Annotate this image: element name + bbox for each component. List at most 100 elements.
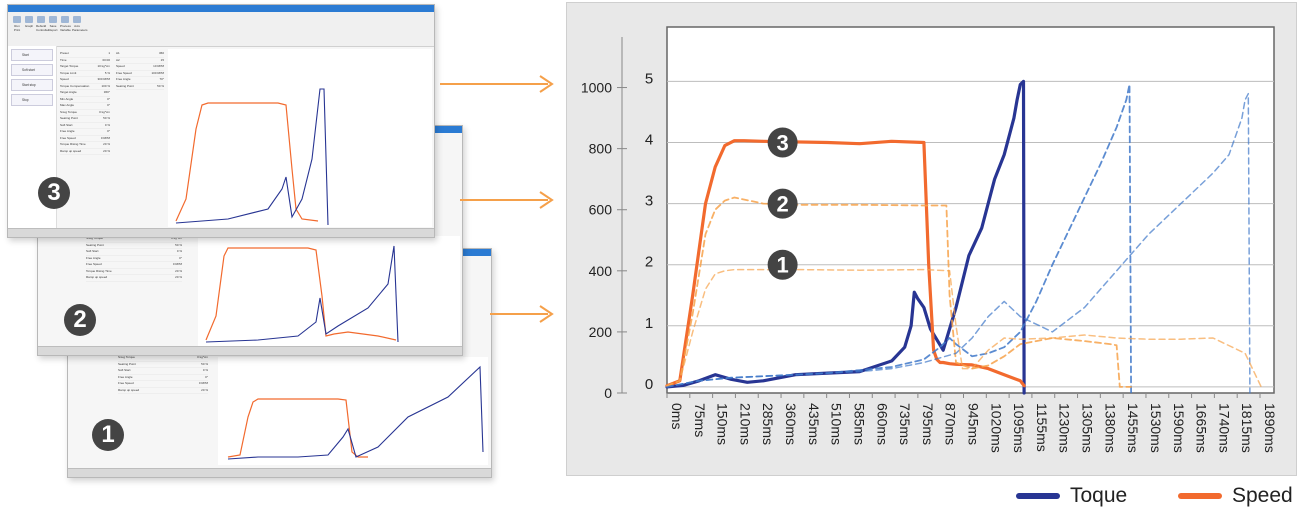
ribbon-button[interactable]: Rebuild Controller (36, 16, 49, 32)
row-label: Soft Start (118, 368, 131, 372)
table-row: A1 360 (116, 51, 164, 58)
x-tick-label: 435ms (806, 403, 822, 445)
table-row: Free Angle 0° (118, 374, 208, 381)
row-value: 0 RPM (100, 135, 110, 140)
table-row: Snug Torque 0 kg*cm (118, 355, 208, 362)
status-bar (38, 346, 462, 355)
curve-badge-2: 2 (64, 304, 96, 336)
row-value: 0° (107, 96, 110, 101)
y-right-tick-label: 1 (645, 315, 653, 332)
window-plot (198, 236, 460, 348)
row-value: 100 RPM (151, 70, 164, 75)
row-value: 20 % (103, 148, 110, 153)
row-label: Free Angle (60, 129, 75, 133)
control-button[interactable]: Stop (11, 94, 53, 106)
row-value: 10 RPM (153, 64, 164, 68)
series-toque-curve-1 (666, 92, 1251, 394)
x-tick-label: 660ms (874, 403, 890, 445)
table-row: Free Speed 0 RPM (86, 262, 182, 269)
row-value: 15 (160, 57, 164, 62)
row-value: 50 % (201, 361, 208, 366)
x-tick-label: 735ms (897, 403, 913, 445)
torque-curve (175, 88, 329, 226)
row-label: Free Angle (86, 255, 101, 260)
ribbon-icon (13, 16, 21, 23)
row-value: 1 (108, 51, 110, 55)
row-value: 20 % (175, 268, 182, 273)
arrow-icon (440, 75, 554, 93)
x-tick-label: 0ms (669, 403, 685, 429)
row-label: Snug Torque (60, 109, 77, 114)
row-label: Preset (60, 51, 69, 55)
series-speed-curve-2 (666, 196, 1132, 388)
row-value: 50 % (103, 116, 110, 120)
mini-plot (205, 245, 399, 343)
x-tick-label: 795ms (920, 403, 936, 445)
row-value: 0 % (202, 368, 208, 372)
x-tick-label: 1095ms (1011, 403, 1027, 453)
y-right-tick-label: 3 (645, 193, 653, 210)
legend-swatch-toque (1016, 493, 1060, 499)
ribbon-button[interactable]: Save Report (48, 16, 58, 32)
table-row: Seating Point 50 % (86, 242, 182, 249)
table-row: Torque Rising Time 20 % (86, 268, 182, 275)
legend-label-toque: Toque (1070, 484, 1128, 507)
y-right-tick-label: 5 (645, 70, 653, 87)
row-value: 50 % (175, 242, 182, 247)
control-button[interactable]: Start (11, 49, 53, 61)
ribbon-button[interactable]: Axis Parameters (72, 16, 88, 32)
row-label: Torque Compensation (60, 83, 90, 88)
y-left-tick-label: 0 (604, 385, 612, 401)
row-label: Speed (60, 77, 69, 81)
control-button[interactable]: Start stop (11, 79, 53, 91)
x-tick-label: 1230ms (1057, 403, 1073, 453)
x-tick-label: 585ms (851, 403, 867, 445)
y-right-tick-label: 0 (645, 376, 653, 393)
table-row: Speed 10 RPM (116, 64, 164, 71)
ribbon-button[interactable]: Run Print (12, 16, 22, 32)
table-row: Target Torque 10 kg*cm (60, 64, 110, 71)
row-value: 360 (158, 51, 164, 55)
ribbon-button[interactable]: Process Variable (60, 16, 71, 32)
row-label: Seating Point (86, 242, 104, 247)
series-speed-curve-3 (665, 139, 1026, 388)
x-tick-label: 1815ms (1239, 403, 1255, 453)
table-row: Torque Compensation 100 % (60, 83, 110, 90)
row-value: 0 kg*cm (197, 355, 208, 359)
status-bar (68, 468, 491, 477)
table-row: Time 00:00 (60, 57, 110, 64)
row-label: A1 (116, 51, 120, 55)
row-value: 0 RPM (172, 262, 182, 266)
mini-plot (227, 365, 484, 460)
x-tick-label: 150ms (715, 403, 731, 445)
x-tick-label: 210ms (737, 403, 753, 445)
y-right-tick-label: 4 (645, 132, 653, 149)
row-value: 00:00 (102, 57, 110, 62)
table-row: Ramp up speed 20 % (86, 275, 182, 282)
speed-curve (175, 102, 319, 222)
legend-label-speed: Speed (1232, 484, 1293, 507)
x-tick-label: 285ms (760, 403, 776, 445)
row-label: Snug Torque (118, 355, 135, 359)
ribbon-button[interactable]: Graph (24, 16, 34, 28)
row-label: Time (60, 57, 67, 62)
table-row: Torque Rising Time 20 % (60, 142, 110, 149)
row-label: Free Speed (118, 381, 134, 385)
row-label: Free Angle (118, 374, 133, 379)
table-row: Preset 1 (60, 51, 110, 58)
x-tick-label: 1455ms (1125, 403, 1141, 453)
x-tick-label: 75ms (692, 403, 708, 437)
curve-badge-circle (767, 127, 798, 158)
control-button[interactable]: Soft start (11, 64, 53, 76)
row-value: 20 % (201, 387, 208, 392)
window-titlebar (8, 5, 434, 12)
x-tick-label: 1740ms (1216, 403, 1232, 453)
curve-badge-3: 3 (38, 177, 70, 209)
torque-speed-chart: 0 1 2 3 4 5 0 200 400 600 800 1000 0ms 75ms 150ms 210ms… (581, 26, 1278, 453)
ribbon-label: Save Report (48, 24, 58, 32)
ribbon-label: Graph (24, 24, 34, 28)
param-table: Snug Torque 0 kg*cm Seating Point 50 % Soft … (118, 355, 208, 394)
row-label: Seating Point (116, 83, 134, 88)
x-tick-label: 870ms (943, 403, 959, 445)
ribbon-icon (49, 16, 57, 23)
